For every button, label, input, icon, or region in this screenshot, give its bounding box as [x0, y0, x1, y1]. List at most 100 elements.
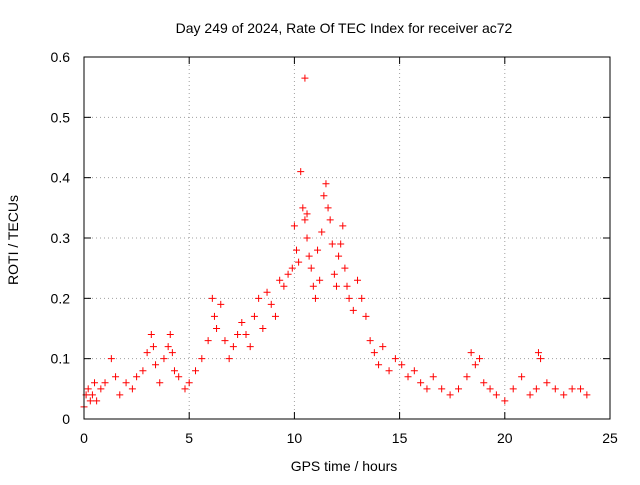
- data-point: [97, 385, 105, 393]
- data-point: [181, 385, 189, 393]
- y-tick-label: 0.1: [51, 351, 71, 367]
- data-point: [379, 343, 387, 351]
- data-point: [93, 397, 101, 405]
- data-point: [328, 240, 336, 248]
- data-point: [463, 373, 471, 381]
- data-point: [221, 337, 229, 345]
- data-point: [551, 385, 559, 393]
- data-point: [234, 331, 242, 339]
- data-point: [276, 276, 284, 284]
- y-tick-labels: 0 0.1 0.2 0.3 0.4 0.5 0.6: [51, 49, 71, 427]
- data-point: [307, 264, 315, 272]
- x-axis-label: GPS time / hours: [291, 458, 398, 474]
- data-point: [526, 391, 534, 399]
- data-point: [343, 282, 351, 290]
- data-point: [229, 343, 237, 351]
- data-point: [362, 312, 370, 320]
- data-point: [86, 397, 94, 405]
- data-point: [139, 367, 147, 375]
- data-point: [271, 312, 279, 320]
- data-point: [91, 379, 99, 387]
- data-point: [149, 343, 157, 351]
- data-point: [423, 385, 431, 393]
- data-point: [303, 210, 311, 218]
- data-point: [335, 252, 343, 260]
- data-point: [168, 349, 176, 357]
- data-point: [204, 337, 212, 345]
- data-point: [366, 337, 374, 345]
- data-point: [122, 379, 130, 387]
- data-point: [337, 240, 345, 248]
- data-point: [314, 246, 322, 254]
- data-point: [404, 373, 412, 381]
- data-point: [370, 349, 378, 357]
- data-point: [471, 361, 479, 369]
- data-point: [320, 192, 328, 200]
- data-point: [358, 294, 366, 302]
- data-point: [303, 234, 311, 242]
- data-point: [330, 270, 338, 278]
- data-point: [295, 258, 303, 266]
- data-point: [345, 294, 353, 302]
- chart-title: Day 249 of 2024, Rate Of TEC Index for r…: [176, 20, 513, 36]
- x-tick-labels: 0 5 10 15 20 25: [80, 430, 618, 446]
- data-point: [332, 282, 340, 290]
- data-point: [156, 379, 164, 387]
- data-point: [476, 355, 484, 363]
- data-point: [128, 385, 136, 393]
- x-tick-label: 25: [602, 430, 618, 446]
- data-point: [429, 373, 437, 381]
- data-point: [398, 361, 406, 369]
- data-point: [297, 168, 305, 176]
- data-point: [107, 355, 115, 363]
- y-tick-label: 0.3: [51, 230, 71, 246]
- data-point: [326, 216, 334, 224]
- data-point: [175, 373, 183, 381]
- data-point: [577, 385, 585, 393]
- data-points: [80, 74, 591, 411]
- data-point: [280, 282, 288, 290]
- y-axis-label: ROTI / TECUs: [5, 195, 21, 285]
- data-point: [133, 373, 141, 381]
- data-point: [143, 349, 151, 357]
- data-point: [147, 331, 155, 339]
- data-point: [322, 180, 330, 188]
- data-point: [446, 391, 454, 399]
- data-point: [88, 391, 96, 399]
- data-point: [467, 349, 475, 357]
- data-point: [198, 355, 206, 363]
- data-point: [543, 379, 551, 387]
- data-point: [537, 355, 545, 363]
- data-point: [301, 74, 309, 82]
- data-point: [208, 294, 216, 302]
- x-tick-label: 15: [392, 430, 408, 446]
- x-tick-label: 10: [287, 430, 303, 446]
- data-point: [486, 385, 494, 393]
- data-point: [288, 264, 296, 272]
- data-point: [293, 246, 301, 254]
- data-point: [318, 228, 326, 236]
- y-tick-label: 0: [62, 411, 70, 427]
- plot-frame: [83, 56, 611, 420]
- data-point: [518, 373, 526, 381]
- data-point: [391, 355, 399, 363]
- data-point: [166, 331, 174, 339]
- x-tick-label: 0: [80, 430, 88, 446]
- data-point: [185, 379, 193, 387]
- data-point: [509, 385, 517, 393]
- data-point: [455, 385, 463, 393]
- data-point: [349, 306, 357, 314]
- data-point: [299, 204, 307, 212]
- data-point: [213, 325, 221, 332]
- data-point: [284, 270, 292, 278]
- data-point: [339, 222, 347, 230]
- data-point: [164, 343, 172, 351]
- data-point: [324, 204, 332, 212]
- axis-ticks: [83, 56, 611, 420]
- data-point: [492, 391, 500, 399]
- data-point: [116, 391, 124, 399]
- data-point: [263, 288, 271, 296]
- data-point: [341, 264, 349, 272]
